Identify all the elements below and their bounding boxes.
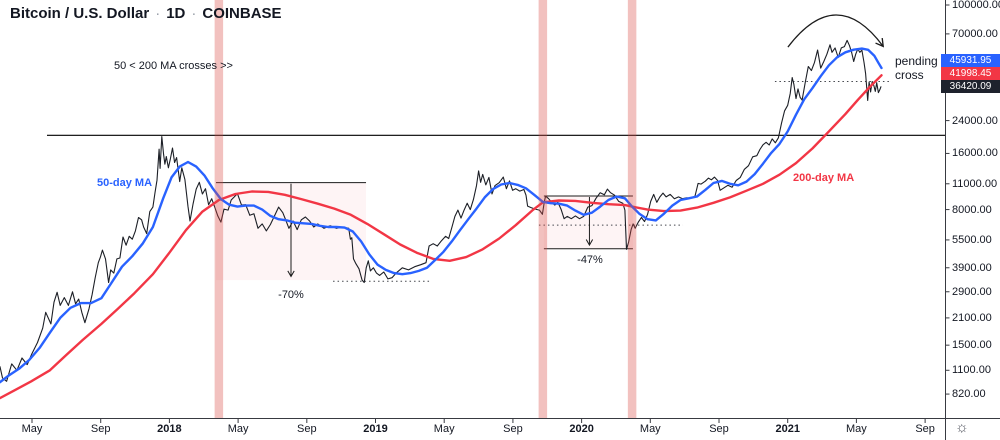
time-scale-label: May [21,423,43,435]
time-scale-label: Sep [503,423,523,435]
price-scale-label: 1100.00 [952,364,991,377]
rounding-top-arrow[interactable] [787,14,885,48]
time-scale-label: Sep [90,423,111,435]
price-scale-label: 16000.00 [952,147,998,160]
time-scale-label: 2020 [569,423,594,435]
title-separator: · [155,5,161,22]
death-cross-band[interactable] [538,0,548,419]
title-separator: · [191,5,197,22]
ma-crosses-note: 50 < 200 MA crosses >> [114,60,233,72]
price-scale-label: 100000.00 [952,0,1000,11]
series-price[interactable] [0,39,882,382]
ma200-label: 200-day MA [793,172,855,184]
price-badge-ma200: 41998.45 [941,67,1000,81]
price-scale-label: 3900.00 [952,261,992,274]
price-scale-label: 1500.00 [952,339,992,352]
symbol-header: Bitcoin / U.S. Dollar · 1D · COINBASE [10,5,282,22]
price-scale-label: 820.00 [952,388,986,401]
time-scale-label: May [639,423,661,435]
price-scale-label: 2100.00 [952,311,992,324]
time-scale-label: 2019 [363,423,388,435]
time-scale-label: May [227,423,249,435]
price-scale-label: 11000.00 [952,177,998,190]
price-scale-label: 8000.00 [952,203,992,216]
time-scale-label: Sep [915,423,935,435]
scale-settings-icon[interactable]: ☼ [955,419,969,436]
time-scale-label: Sep [709,423,729,435]
drawdown-47-label: -47% [577,254,603,266]
price-scale-label: 2900.00 [952,285,992,298]
series-MA50[interactable] [0,47,883,384]
price-scale-label: 5500.00 [952,233,992,246]
time-scale-label: 2018 [157,423,182,435]
exchange-label: COINBASE [202,5,282,22]
time-scale-label: May [846,423,867,435]
time-scale-label: May [433,423,455,435]
time-scale-label: Sep [297,423,317,435]
price-badge-ma50: 45931.95 [941,54,1000,68]
drawdown-70-label: -70% [278,289,304,301]
price-badge-last-price: 36420.09 [941,80,1000,94]
series-MA200[interactable] [0,74,883,400]
time-scale-label: 2021 [775,423,800,435]
price-scale-label: 70000.00 [952,27,998,40]
death-cross-band[interactable] [214,0,224,419]
symbol-name[interactable]: Bitcoin / U.S. Dollar [10,5,150,22]
death-cross-band[interactable] [627,0,637,419]
ma50-label: 50-day MA [97,177,153,189]
pending-cross-label: pending cross [895,54,938,82]
price-scale-label: 24000.00 [952,114,998,127]
interval-label[interactable]: 1D [166,5,186,22]
